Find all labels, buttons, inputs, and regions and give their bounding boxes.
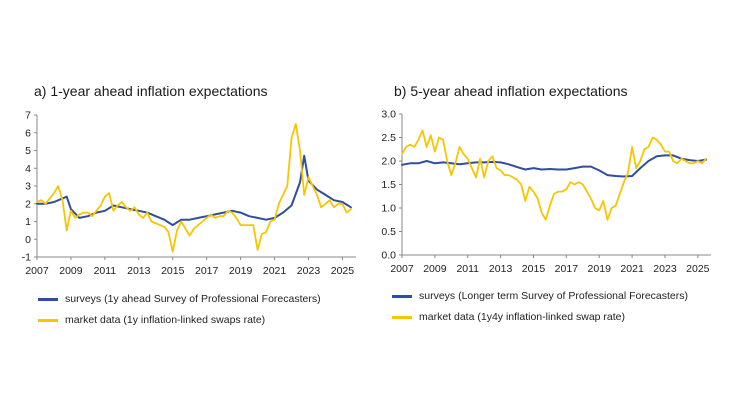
legend-b-market-swatch [392, 315, 412, 319]
chart-b-x-tick-label: 2011 [456, 263, 479, 275]
chart-b-x-tick-label: 2023 [653, 263, 677, 275]
chart-a: -1 0 1 2 3 4 5 6 7 2007 2009 2011 2013 2015 2017 2019 20… [22, 110, 356, 277]
legend-b-surveys-label: surveys (Longer term Survey of Professio… [419, 290, 689, 302]
legend-b-market-label: market data (1y4y inflation-linked swap … [419, 311, 626, 323]
chart-a-y-tick-label: 0 [25, 234, 31, 246]
chart-b-x-tick-label: 2007 [390, 263, 414, 275]
chart-b-y-tick-label: 0.5 [381, 226, 396, 238]
legend-b-surveys: surveys (Longer term Survey of Professio… [392, 290, 688, 302]
chart-a-x-tick-label: 2023 [297, 265, 321, 277]
legend-b-surveys-swatch [392, 294, 412, 298]
chart-b-x-tick-label: 2013 [489, 263, 513, 275]
chart-a-series-market-line [36, 123, 352, 253]
panel-a-title: a) 1-year ahead inflation expectations [34, 83, 268, 99]
chart-b-x-tick-label: 2017 [555, 263, 579, 275]
chart-a-x-tick-label: 2021 [263, 265, 287, 277]
chart-b-x-tick-label: 2025 [686, 263, 710, 275]
chart-b-y-tick-label: 1.5 [381, 179, 396, 191]
chart-b-y-tick-label: 1.0 [381, 203, 396, 215]
chart-a-y-tick-label: 4 [25, 163, 31, 175]
chart-b-y-tick-label: 0.0 [381, 250, 396, 262]
legend-a-surveys-swatch [38, 297, 58, 301]
legend-a-market: market data (1y inflation-linked swaps r… [38, 314, 265, 326]
legend-a-surveys-label: surveys (1y ahead Survey of Professional… [65, 293, 321, 305]
chart-a-y-tick-label: 5 [25, 145, 31, 157]
chart-a-x-tick-label: 2007 [25, 265, 49, 277]
chart-b: 0.0 0.5 1.0 1.5 2.0 2.5 3.0 2007 2009 2011 2013 201… [381, 109, 711, 275]
chart-b-x-tick-label: 2009 [423, 263, 447, 275]
chart-b-x-tick-label: 2015 [522, 263, 546, 275]
chart-a-y-tick-label: 1 [25, 216, 31, 228]
legend-b-market: market data (1y4y inflation-linked swap … [392, 311, 625, 323]
chart-b-x-tick-label: 2021 [620, 263, 644, 275]
chart-a-y-tick-label: 3 [25, 181, 31, 193]
chart-b-y-tick-label: 2.0 [381, 156, 396, 168]
legend-a-market-swatch [38, 318, 58, 322]
chart-b-series-market-line [401, 129, 707, 221]
legend-a-market-label: market data (1y inflation-linked swaps r… [65, 314, 266, 326]
chart-b-series-surveys-line [401, 154, 708, 178]
chart-a-y-tick-label: 2 [25, 198, 31, 210]
chart-a-y-tick-label: 7 [25, 110, 31, 122]
chart-a-y-tick-label: -1 [22, 252, 31, 264]
chart-a-x-tick-label: 2011 [94, 265, 117, 277]
chart-b-y-tick-label: 3.0 [381, 109, 396, 121]
chart-b-y-tick-label: 2.5 [381, 132, 396, 144]
chart-a-x-tick-label: 2017 [195, 265, 219, 277]
chart-a-x-tick-label: 2015 [161, 265, 185, 277]
panel-b-title: b) 5-year ahead inflation expectations [394, 83, 628, 99]
chart-a-y-tick-label: 6 [25, 127, 31, 139]
chart-a-x-tick-label: 2013 [127, 265, 151, 277]
chart-a-x-tick-label: 2019 [229, 265, 253, 277]
chart-b-x-tick-label: 2019 [588, 263, 612, 275]
chart-a-x-tick-label: 2009 [59, 265, 83, 277]
legend-a-surveys: surveys (1y ahead Survey of Professional… [38, 293, 321, 305]
chart-a-x-tick-label: 2025 [331, 265, 355, 277]
